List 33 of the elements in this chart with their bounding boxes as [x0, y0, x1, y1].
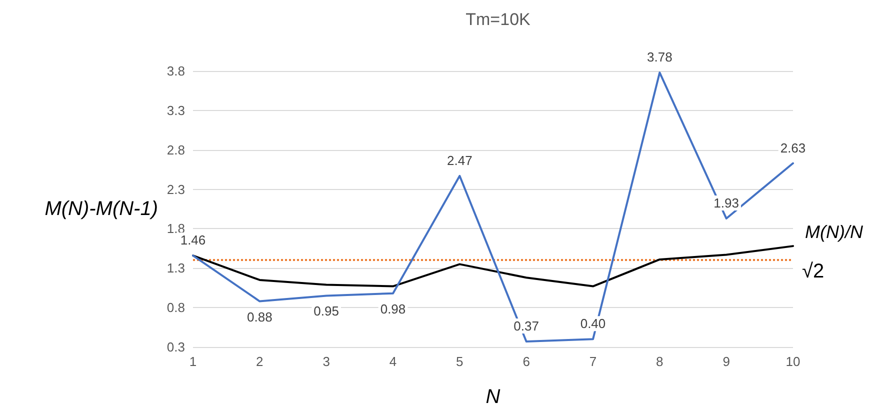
y-tick-label: 3.3 — [166, 102, 185, 118]
data-label: 1.93 — [714, 195, 739, 210]
x-tick-label: 2 — [256, 354, 264, 369]
y-tick-label: 3.8 — [166, 64, 185, 78]
data-label: 1.46 — [180, 232, 206, 248]
data-label: 0.88 — [247, 309, 272, 324]
ref-line-label: √2 — [802, 260, 824, 282]
chart-title: Tm=10K — [466, 10, 532, 29]
data-label: 0.40 — [580, 316, 606, 332]
data-label: 0.37 — [514, 318, 539, 334]
y-axis-title: M(N)-M(N-1) — [44, 198, 158, 220]
data-label: 0.95 — [314, 304, 339, 319]
x-tick-label: 9 — [722, 354, 730, 369]
y-tick-label: 1.3 — [166, 260, 185, 276]
data-label: 2.47 — [447, 152, 472, 168]
line-series — [192, 245, 794, 288]
data-label: 0.98 — [380, 301, 406, 316]
x-axis-title: N — [486, 386, 501, 408]
data-label: 3.78 — [647, 50, 672, 65]
x-tick-label: 4 — [389, 354, 397, 369]
x-tick-label: 3 — [322, 354, 330, 369]
data-label: 2.63 — [780, 140, 806, 156]
x-tick-label: 7 — [589, 354, 597, 369]
y-tick-label: 2.3 — [166, 182, 185, 197]
x-tick-label: 6 — [522, 354, 530, 369]
y-tick-label: 2.8 — [166, 142, 185, 158]
x-tick-label: 1 — [189, 354, 197, 369]
series-label: M(N)/N — [805, 222, 864, 242]
y-tick-label: 0.3 — [166, 340, 185, 354]
y-tick-label: 0.8 — [166, 300, 185, 316]
x-tick-label: 10 — [786, 354, 800, 369]
x-tick-label: 5 — [456, 354, 464, 369]
x-tick-label: 8 — [656, 354, 664, 369]
